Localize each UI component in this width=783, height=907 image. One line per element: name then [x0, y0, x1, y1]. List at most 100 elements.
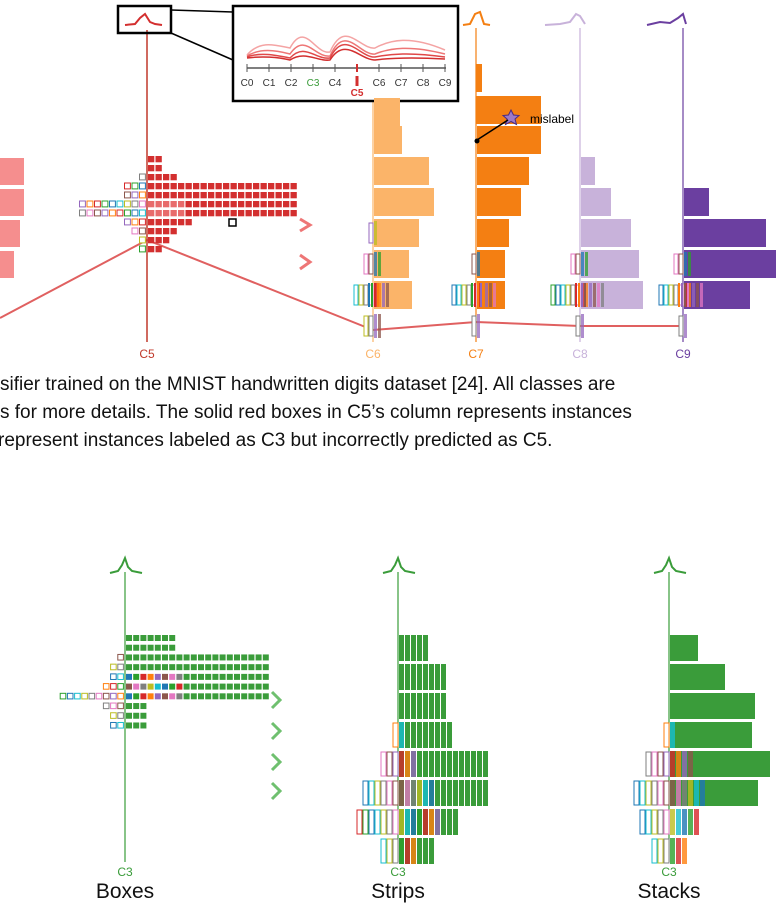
box-cell — [154, 664, 161, 671]
strip — [441, 664, 446, 690]
box-cell-outline — [124, 218, 131, 226]
box-cell — [126, 644, 132, 651]
box-cell — [154, 693, 161, 700]
strip — [399, 664, 404, 690]
box-cell — [219, 664, 226, 671]
stack — [670, 635, 698, 661]
box-cell — [241, 683, 248, 690]
box-cell-outline — [139, 218, 146, 226]
strip — [435, 664, 440, 690]
strip — [447, 780, 452, 806]
box-cell-outline — [139, 182, 146, 190]
box-cell — [155, 228, 162, 235]
strip-bottom — [480, 283, 482, 307]
box-cell — [183, 664, 190, 671]
bar-segment — [684, 250, 776, 278]
box-cell — [162, 664, 168, 671]
box-cell — [198, 683, 204, 690]
colored-strip — [411, 780, 416, 806]
boxes-c3-label: C3 — [117, 865, 133, 879]
strip-bottom — [581, 283, 583, 307]
selection-box[interactable] — [116, 4, 173, 35]
box-cell-outline — [101, 209, 109, 217]
box-cell — [200, 183, 207, 190]
c6-bars — [353, 98, 434, 338]
hatch-strip — [378, 314, 381, 338]
column-sparklines — [124, 10, 687, 26]
box-cell — [147, 683, 154, 690]
box-cell — [178, 210, 185, 217]
box-cell — [185, 192, 192, 199]
c7-bars — [451, 64, 541, 338]
outline-strip — [639, 809, 646, 835]
box-cell — [283, 201, 290, 208]
box-cell-outline — [124, 209, 131, 217]
box-cell — [198, 693, 204, 700]
box-cell-outline — [117, 712, 124, 719]
box-cell — [183, 673, 190, 680]
box-cell — [283, 192, 290, 199]
hatch-strip — [374, 252, 377, 276]
colored-strip — [682, 751, 687, 777]
colored-strip — [399, 751, 404, 777]
box-cell-outline — [95, 692, 103, 700]
strip — [429, 693, 434, 719]
hatch-strip — [589, 283, 592, 307]
hatch-strip — [593, 283, 596, 307]
inset-tick-label: C3 — [307, 78, 320, 89]
inset-panel — [231, 4, 460, 103]
box-cell — [178, 201, 185, 208]
c7-label: C7 — [468, 347, 484, 361]
box-cell-outline — [131, 227, 139, 235]
box-cell — [200, 210, 207, 217]
c6-label: C6 — [365, 347, 381, 361]
strip — [477, 751, 482, 777]
strip-bottom — [477, 283, 479, 307]
box-cell — [148, 165, 155, 172]
box-cell — [215, 183, 222, 190]
strip — [453, 809, 458, 835]
box-cell-outline — [131, 218, 139, 226]
box-cell — [212, 654, 219, 661]
box-cell — [290, 210, 297, 217]
box-cell-outline — [102, 683, 110, 690]
strip-bottom — [584, 283, 586, 307]
hatch-strip — [601, 283, 604, 307]
c8-label: C8 — [572, 347, 588, 361]
box-cell — [140, 703, 147, 710]
box-cell — [200, 201, 207, 208]
box-cell — [183, 683, 190, 690]
box-cell — [275, 210, 282, 217]
box-cell — [212, 683, 219, 690]
box-cell — [133, 635, 140, 641]
misclass-strip — [555, 284, 561, 306]
box-cell — [133, 664, 140, 671]
box-cell-outline — [110, 712, 117, 719]
misclass-strip — [575, 315, 581, 337]
outline-strip — [657, 751, 664, 777]
box-cell — [155, 246, 162, 253]
colored-strip — [694, 780, 699, 806]
box-cell — [183, 693, 190, 700]
box-cell-outline — [139, 245, 146, 253]
colored-strip — [405, 751, 410, 777]
box-cell-outline — [117, 673, 124, 680]
outline-strip — [657, 838, 664, 864]
box-cell-outline — [139, 173, 146, 181]
box-cell — [253, 183, 260, 190]
colored-strip — [676, 751, 681, 777]
box-cell — [169, 644, 176, 651]
box-cell-outline — [74, 692, 81, 700]
strip — [423, 635, 428, 661]
strip — [477, 780, 482, 806]
box-cell — [262, 683, 269, 690]
strip — [417, 838, 422, 864]
strip — [435, 693, 440, 719]
box-cell — [126, 673, 132, 680]
box-cell-outline — [131, 191, 139, 199]
box-cell-outline — [79, 200, 86, 208]
zoom-line-2 — [170, 32, 234, 61]
stacks-title: Stacks — [637, 880, 701, 903]
outline-strip — [386, 838, 393, 864]
box-cell — [226, 683, 233, 690]
